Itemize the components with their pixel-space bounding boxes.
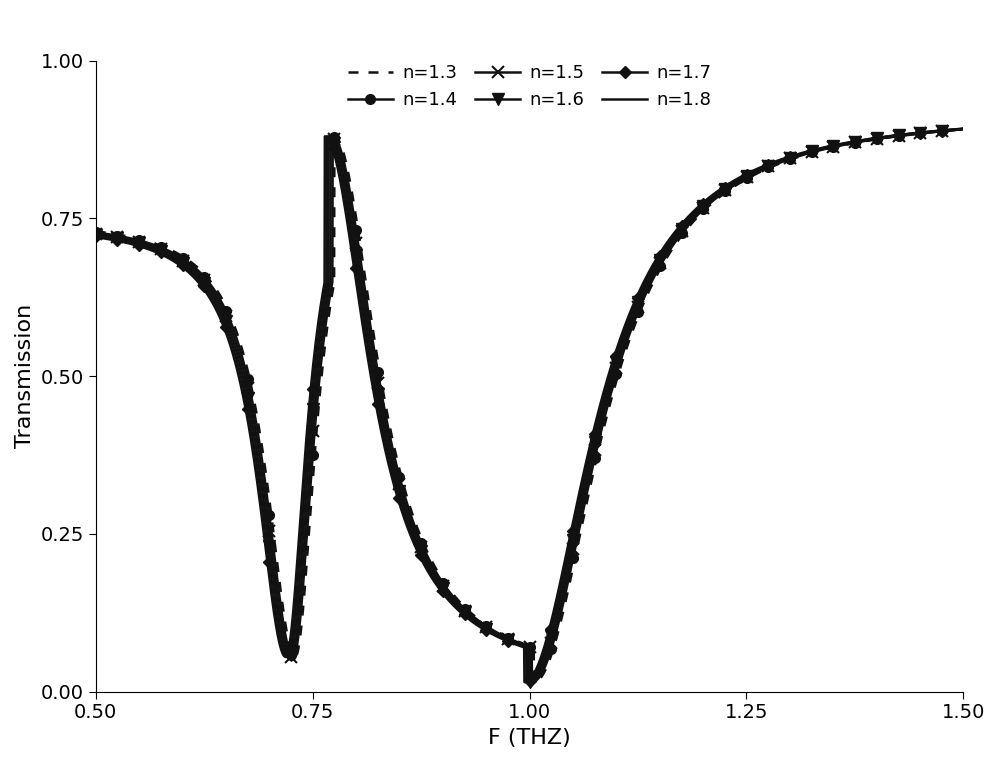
n=1.4 bbox=[957, 124, 969, 134]
Line: n=1.4: n=1.4 bbox=[91, 124, 968, 687]
n=1.8 bbox=[422, 568, 434, 577]
n=1.7 bbox=[90, 231, 102, 240]
n=1.6 bbox=[240, 387, 252, 396]
n=1.4 bbox=[240, 369, 252, 378]
n=1.8 bbox=[847, 137, 859, 146]
n=1.3 bbox=[528, 678, 540, 687]
Line: n=1.8: n=1.8 bbox=[96, 129, 963, 682]
n=1.7 bbox=[520, 678, 532, 687]
n=1.6 bbox=[522, 678, 534, 687]
n=1.5 bbox=[524, 678, 536, 687]
n=1.6 bbox=[460, 609, 472, 618]
n=1.3 bbox=[240, 360, 252, 369]
n=1.8 bbox=[240, 407, 252, 417]
Line: n=1.7: n=1.7 bbox=[92, 124, 967, 687]
n=1.5 bbox=[422, 557, 434, 566]
Y-axis label: Transmission: Transmission bbox=[15, 304, 35, 449]
n=1.6 bbox=[90, 230, 102, 240]
n=1.3 bbox=[422, 549, 434, 559]
Legend: n=1.3, n=1.4, n=1.5, n=1.6, n=1.7, n=1.8: n=1.3, n=1.4, n=1.5, n=1.6, n=1.7, n=1.8 bbox=[340, 57, 719, 117]
n=1.6 bbox=[957, 124, 969, 134]
n=1.5 bbox=[941, 126, 953, 135]
n=1.3 bbox=[957, 125, 969, 134]
n=1.8 bbox=[941, 125, 953, 134]
n=1.3 bbox=[90, 227, 102, 236]
n=1.8 bbox=[957, 124, 969, 134]
n=1.6 bbox=[941, 126, 953, 135]
n=1.5 bbox=[957, 124, 969, 134]
Line: n=1.5: n=1.5 bbox=[90, 124, 969, 687]
Line: n=1.3: n=1.3 bbox=[96, 130, 963, 682]
n=1.7 bbox=[847, 137, 859, 146]
n=1.4 bbox=[460, 606, 472, 615]
n=1.4 bbox=[422, 554, 434, 563]
n=1.5 bbox=[189, 266, 201, 275]
n=1.5 bbox=[847, 138, 859, 147]
n=1.7 bbox=[957, 124, 969, 134]
n=1.5 bbox=[90, 229, 102, 238]
n=1.8 bbox=[90, 233, 102, 242]
n=1.4 bbox=[847, 138, 859, 147]
n=1.6 bbox=[422, 561, 434, 570]
n=1.7 bbox=[941, 126, 953, 135]
n=1.4 bbox=[941, 126, 953, 135]
n=1.4 bbox=[90, 228, 102, 237]
n=1.6 bbox=[847, 137, 859, 146]
n=1.4 bbox=[189, 263, 201, 272]
n=1.7 bbox=[240, 397, 252, 406]
n=1.5 bbox=[240, 377, 252, 386]
n=1.4 bbox=[526, 678, 538, 687]
n=1.8 bbox=[518, 678, 530, 687]
n=1.8 bbox=[460, 613, 472, 622]
n=1.3 bbox=[847, 139, 859, 148]
n=1.3 bbox=[189, 260, 201, 269]
n=1.3 bbox=[460, 604, 472, 613]
n=1.7 bbox=[189, 271, 201, 280]
n=1.3 bbox=[941, 127, 953, 136]
Line: n=1.6: n=1.6 bbox=[90, 124, 969, 687]
X-axis label: F (THZ): F (THZ) bbox=[488, 728, 571, 748]
n=1.7 bbox=[460, 610, 472, 620]
n=1.6 bbox=[189, 268, 201, 277]
n=1.8 bbox=[189, 274, 201, 283]
n=1.5 bbox=[460, 607, 472, 617]
n=1.7 bbox=[422, 565, 434, 574]
